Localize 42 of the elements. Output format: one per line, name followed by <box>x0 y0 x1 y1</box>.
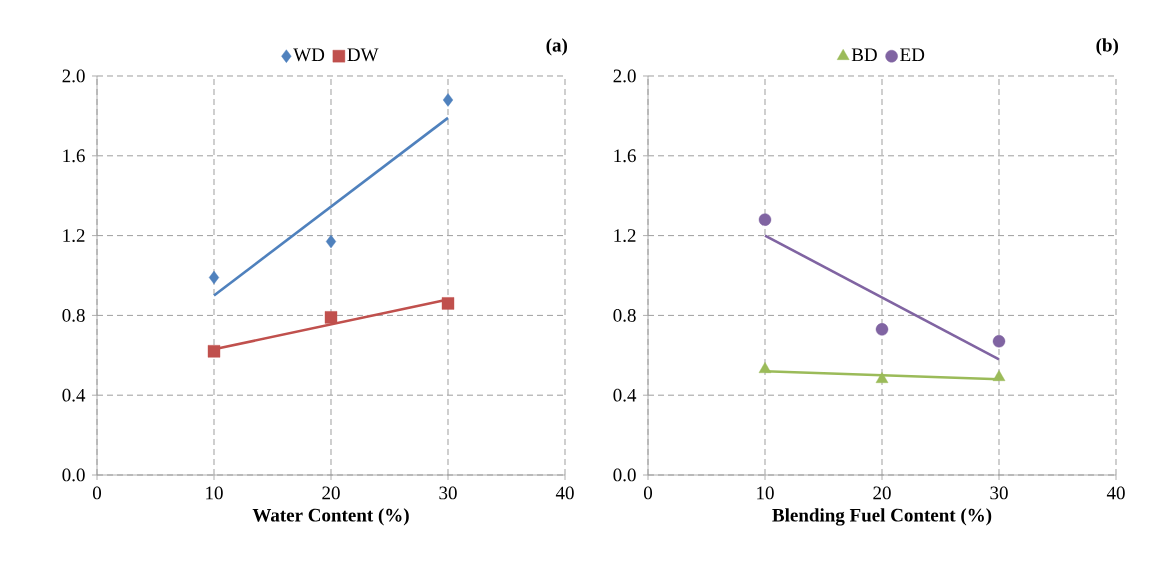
x-axis-title: Water Content (%) <box>252 508 409 526</box>
y-tick-label: 0.0 <box>62 468 85 482</box>
text: (b) <box>1096 38 1119 56</box>
x-tick-label: 30 <box>439 486 457 500</box>
point <box>208 270 220 285</box>
x-tick-label: 20 <box>322 486 340 500</box>
legend-label: DW <box>347 48 379 62</box>
point <box>325 234 337 249</box>
y-tick-label: 2.0 <box>613 69 636 83</box>
x-tick-label: 40 <box>555 486 574 500</box>
point <box>324 311 338 324</box>
point <box>441 297 455 310</box>
legend-label: ED <box>900 48 925 62</box>
y-tick-label: 0.8 <box>62 308 85 322</box>
x-tick-label: 0 <box>92 486 102 500</box>
x-tick-label: 10 <box>206 486 223 500</box>
point <box>442 93 454 107</box>
point <box>992 335 1006 348</box>
x-axis-title: Blending Fuel Content (%) <box>772 508 992 526</box>
point <box>992 370 1006 381</box>
point <box>758 362 772 373</box>
y-tick-label: 2.0 <box>62 69 85 83</box>
x-tick-label: 0 <box>643 486 653 500</box>
legend-label: BD <box>851 48 877 62</box>
point <box>875 323 889 336</box>
y-tick-label: 1.2 <box>614 229 636 243</box>
point <box>207 345 221 358</box>
text: (a) <box>546 38 568 56</box>
y-tick-label: 0.0 <box>613 468 636 482</box>
x-tick-label: 20 <box>873 486 891 500</box>
y-tick-label: 0.4 <box>62 388 86 402</box>
x-tick-label: 10 <box>757 486 774 500</box>
y-tick-label: 1.6 <box>63 149 85 163</box>
legend-label: WD <box>293 48 325 62</box>
point <box>758 213 772 226</box>
y-tick-label: 1.6 <box>614 149 636 163</box>
y-tick-label: 0.8 <box>613 308 636 322</box>
y-tick-label: 1.2 <box>63 229 85 243</box>
y-tick-label: 0.4 <box>613 388 637 402</box>
point <box>875 372 889 383</box>
x-tick-label: 40 <box>1106 486 1125 500</box>
x-tick-label: 30 <box>990 486 1008 500</box>
